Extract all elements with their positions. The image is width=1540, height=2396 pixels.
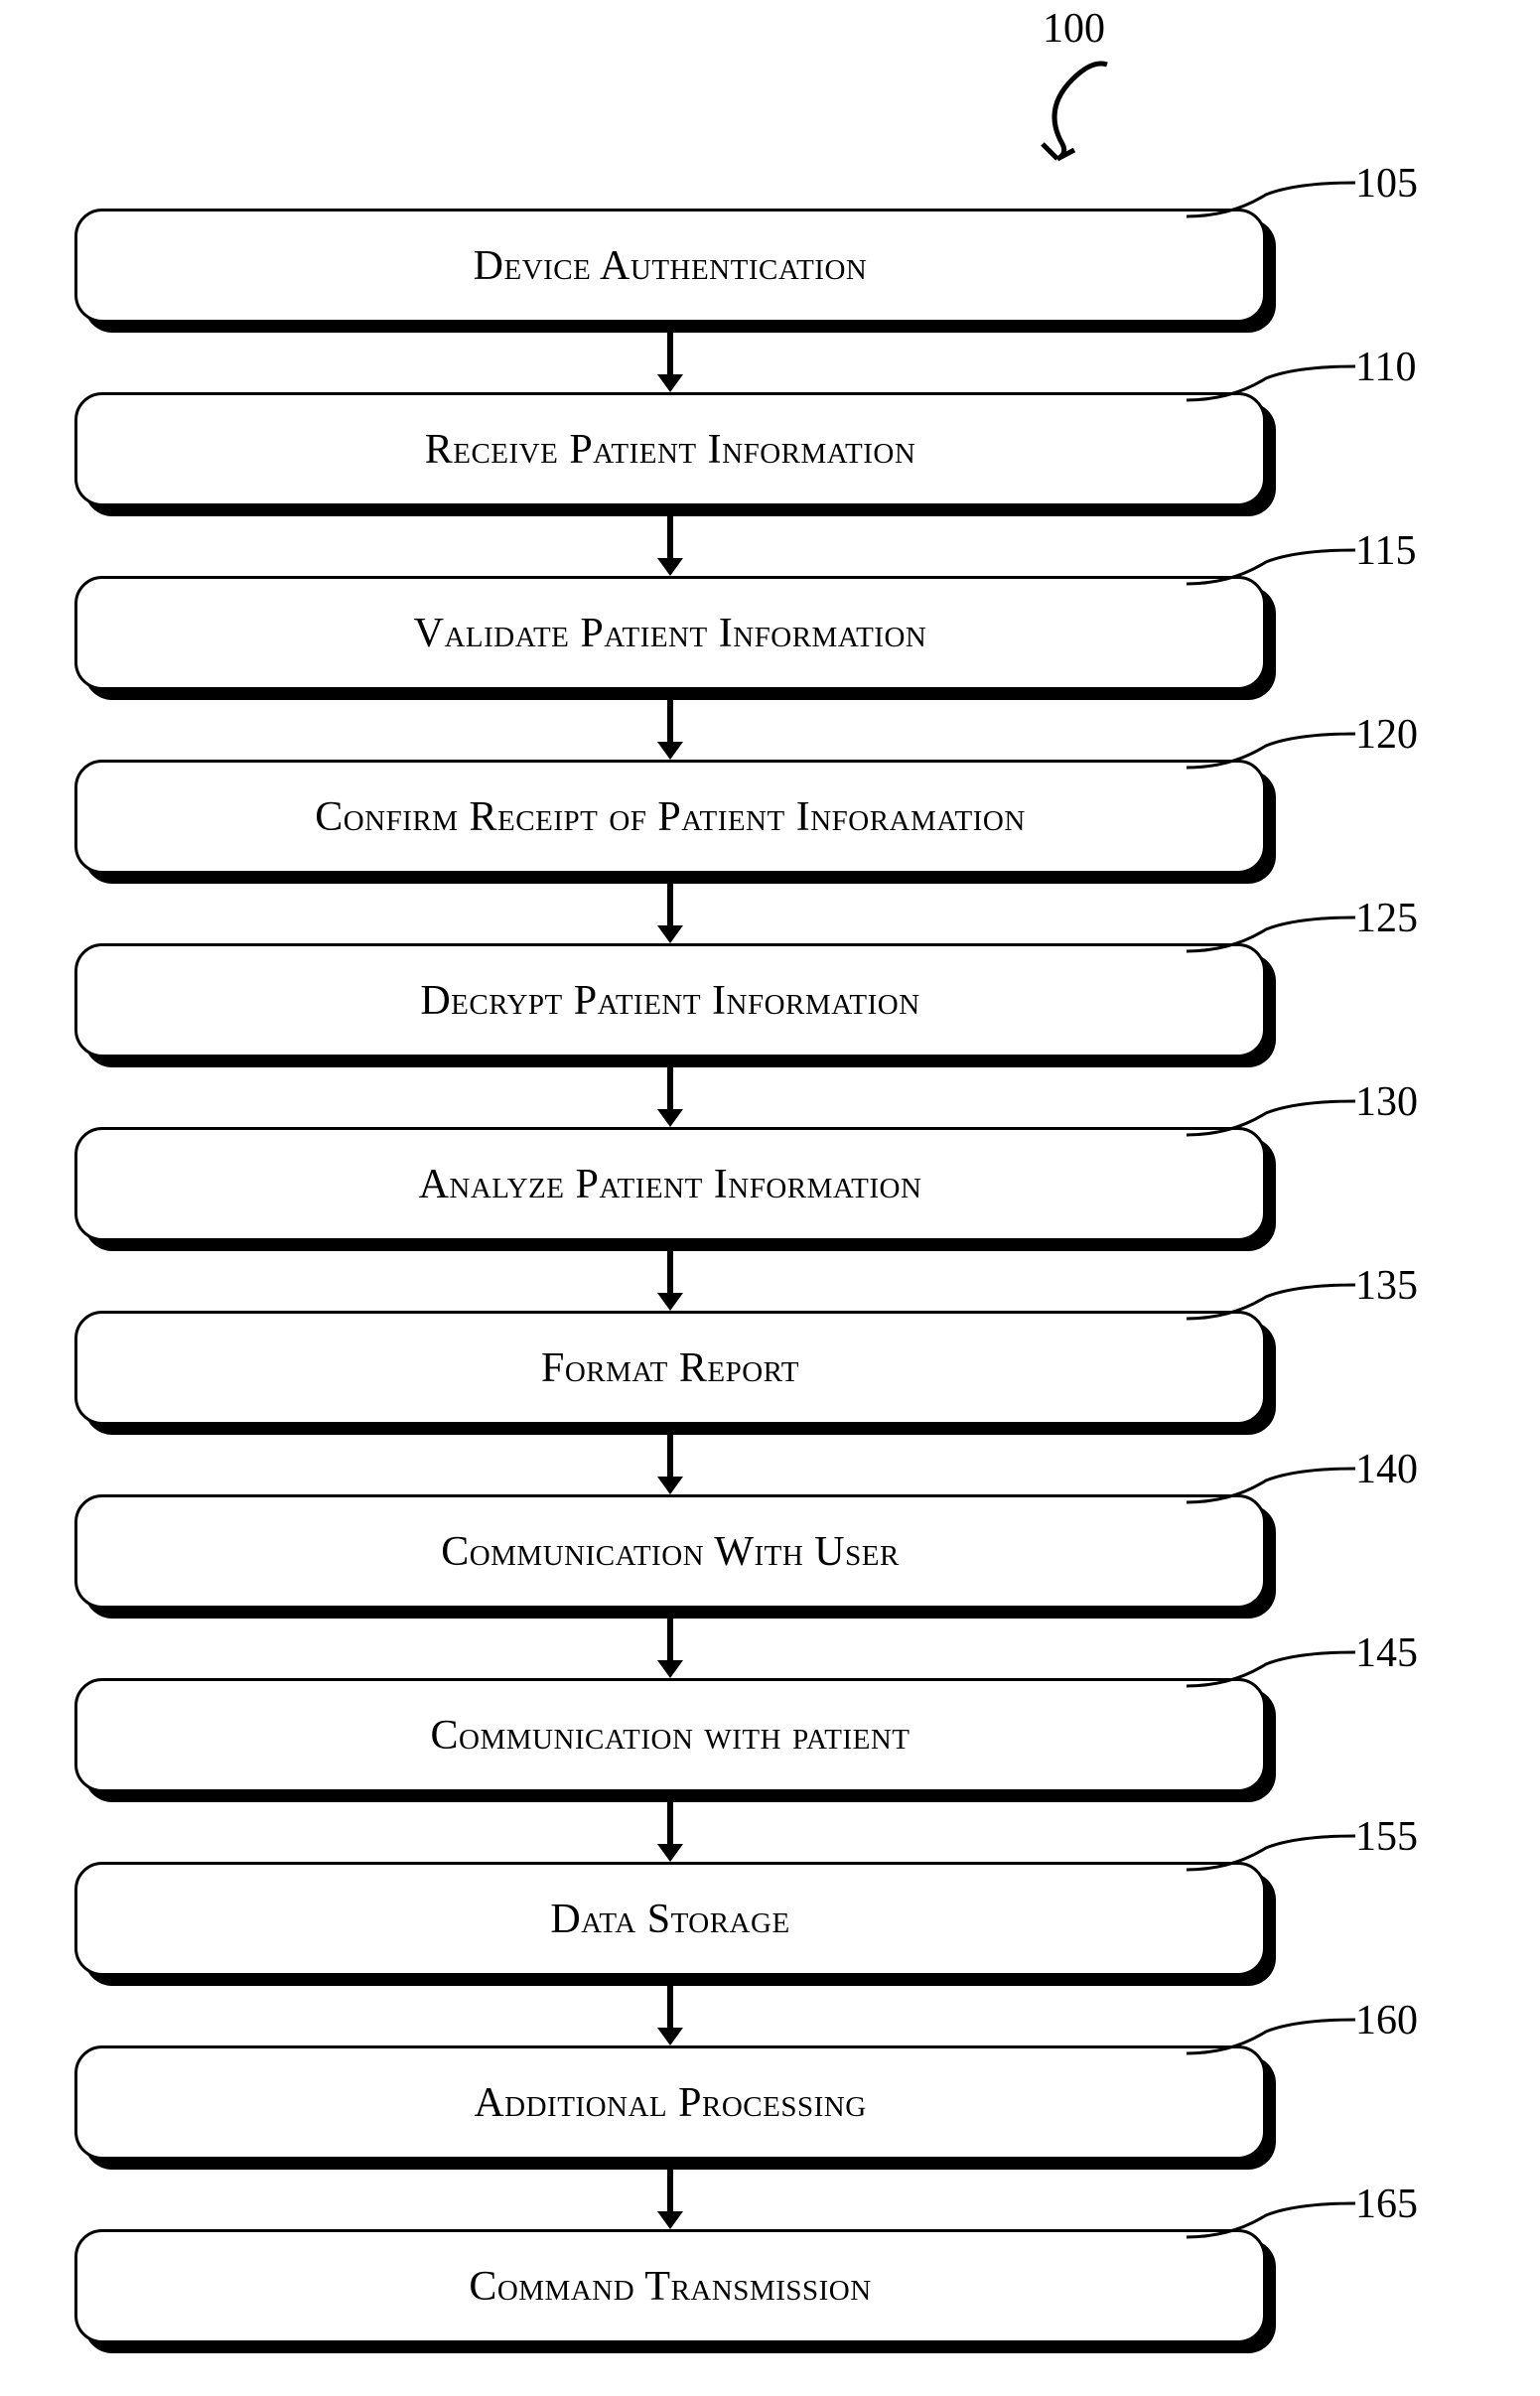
arrow-down-icon: [652, 516, 688, 576]
leader-line: [1187, 175, 1365, 224]
reference-number: 135: [1355, 1262, 1418, 1310]
step-label: Additional Processing: [474, 2079, 866, 2127]
step-label: Command Transmission: [469, 2263, 871, 2311]
leader-line: [1187, 358, 1365, 408]
step-box: Device Authentication: [74, 209, 1266, 323]
leader-line: [1187, 2012, 1365, 2061]
flowchart-canvas: 100 Device Authentication 105 Receive Pati…: [0, 0, 1540, 2396]
step-box: Communication with patient: [74, 1678, 1266, 1792]
step-label: Device Authentication: [474, 242, 868, 290]
leader-line: [1187, 2195, 1365, 2245]
step-box: Receive Patient Information: [74, 392, 1266, 506]
step-box: Data Storage: [74, 1862, 1266, 1976]
step-label: Data Storage: [550, 1896, 789, 1943]
leader-line: [1187, 1093, 1365, 1143]
reference-number: 155: [1355, 1813, 1418, 1861]
leader-line: [1187, 1461, 1365, 1510]
reference-number: 130: [1355, 1078, 1418, 1126]
step-box: Command Transmission: [74, 2229, 1266, 2343]
arrow-down-icon: [652, 700, 688, 760]
leader-line: [1187, 910, 1365, 959]
reference-number: 145: [1355, 1629, 1418, 1677]
step-label: Validate Patient Information: [414, 610, 927, 657]
step-box: Validate Patient Information: [74, 576, 1266, 690]
step-box: Decrypt Patient Information: [74, 943, 1266, 1057]
reference-number: 105: [1355, 160, 1418, 208]
arrow-down-icon: [652, 2170, 688, 2229]
leader-line: [1187, 1277, 1365, 1327]
leader-line: [1187, 1828, 1365, 1878]
step-box: Format Report: [74, 1311, 1266, 1425]
arrow-down-icon: [652, 1067, 688, 1127]
reference-number: 165: [1355, 2181, 1418, 2228]
curly-arrow-icon: [1013, 55, 1132, 174]
reference-number: 125: [1355, 895, 1418, 942]
step-box: Additional Processing: [74, 2045, 1266, 2160]
arrow-down-icon: [652, 1619, 688, 1678]
reference-number: 160: [1355, 1997, 1418, 2044]
step-label: Confirm Receipt of Patient Inforamation: [315, 793, 1026, 841]
arrow-down-icon: [652, 1435, 688, 1494]
arrow-down-icon: [652, 333, 688, 392]
arrow-down-icon: [652, 884, 688, 943]
leader-line: [1187, 1644, 1365, 1694]
step-label: Format Report: [541, 1344, 799, 1392]
step-box: Communication With User: [74, 1494, 1266, 1609]
arrow-down-icon: [652, 1251, 688, 1311]
reference-number: 120: [1355, 711, 1418, 759]
leader-line: [1187, 726, 1365, 775]
step-label: Decrypt Patient Information: [420, 977, 919, 1025]
step-box: Analyze Patient Information: [74, 1127, 1266, 1241]
reference-number: 115: [1355, 527, 1416, 575]
step-box: Confirm Receipt of Patient Inforamation: [74, 760, 1266, 874]
reference-number: 110: [1355, 344, 1416, 391]
step-label: Communication with patient: [430, 1712, 910, 1760]
arrow-down-icon: [652, 1986, 688, 2045]
step-label: Communication With User: [441, 1528, 900, 1576]
arrow-down-icon: [652, 1802, 688, 1862]
step-label: Analyze Patient Information: [419, 1161, 922, 1208]
figure-label: 100: [1043, 5, 1105, 53]
leader-line: [1187, 542, 1365, 592]
step-label: Receive Patient Information: [425, 426, 916, 474]
reference-number: 140: [1355, 1446, 1418, 1493]
